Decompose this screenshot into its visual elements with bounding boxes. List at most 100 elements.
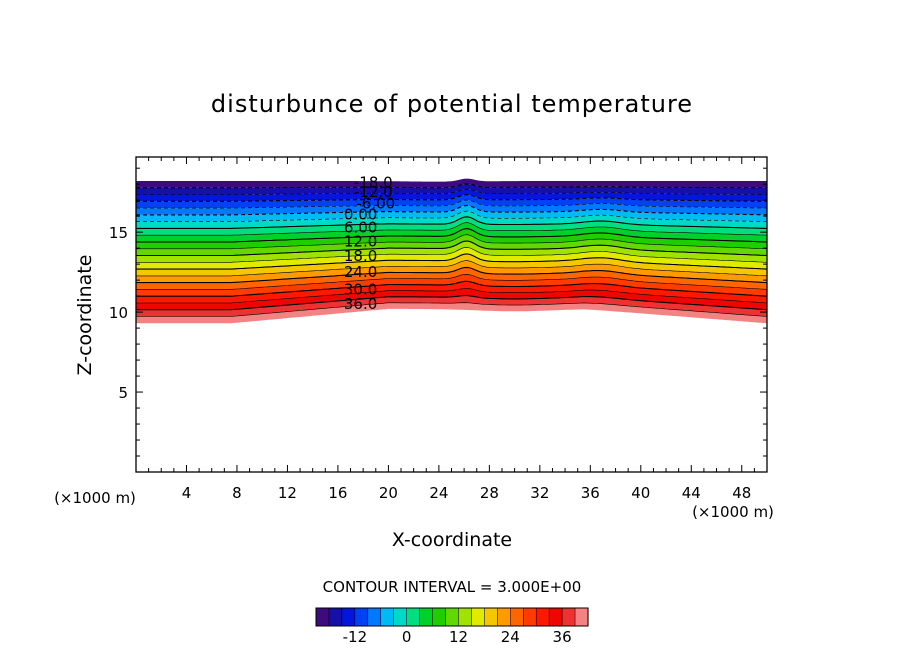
contour-label: 0.00 <box>344 206 377 224</box>
colorbar-swatch <box>393 607 408 627</box>
contour-line <box>136 210 767 222</box>
contour-line <box>136 183 767 189</box>
contour-label: 6.00 <box>344 218 377 236</box>
colorbar-tick-label: 36 <box>553 628 572 646</box>
colorbar-swatch <box>548 607 563 627</box>
contour-label: -18.0 <box>354 174 393 192</box>
contour-line <box>136 288 767 304</box>
contour-line <box>136 295 767 311</box>
x-origin-unit: (×1000 m) <box>54 489 136 507</box>
colorbar-swatch <box>315 607 330 627</box>
contour-line <box>136 188 767 195</box>
contour-band <box>136 253 767 276</box>
contour-band <box>136 274 767 297</box>
y-axis: 5 10 15 <box>109 167 767 457</box>
colorbar-swatch <box>484 607 498 627</box>
contour-label: 36.0 <box>344 295 377 313</box>
contour-line <box>136 234 767 250</box>
contour-labels: -18.0-12.0-6.000.006.0012.018.024.030.03… <box>344 174 395 314</box>
colorbar-swatch <box>328 607 343 627</box>
x-tick-label: 48 <box>732 484 751 502</box>
colorbar-swatch <box>406 607 421 627</box>
contour-band <box>136 183 767 195</box>
x-tick-label: 24 <box>429 484 448 502</box>
colorbar-swatch <box>471 607 485 627</box>
contour-band <box>136 241 767 263</box>
contour-field <box>136 178 767 324</box>
contour-band <box>136 178 767 188</box>
colorbar-tick-label: 0 <box>402 628 412 646</box>
x-tick-label: 20 <box>379 484 398 502</box>
colorbar-tick-label: 12 <box>449 628 468 646</box>
colorbar-swatch <box>341 607 356 627</box>
colorbar-swatch <box>574 607 589 627</box>
contour-band <box>136 194 767 209</box>
contour-line <box>136 199 767 209</box>
colorbar-swatch <box>510 607 524 627</box>
contour-label: 18.0 <box>344 247 377 265</box>
colorbar-frame <box>315 607 589 627</box>
x-tick-label: 40 <box>631 484 650 502</box>
y-tick-label: 10 <box>109 304 128 322</box>
chart-title: disturbunce of potential temperature <box>211 90 693 118</box>
x-axis-title: X-coordinate <box>392 529 512 551</box>
contour-label: 24.0 <box>344 263 377 281</box>
colorbar-swatch <box>458 607 472 627</box>
colorbar-swatch <box>497 607 511 627</box>
x-axis: 4 8 12 16 20 24 28 32 36 40 44 48 <box>148 157 755 502</box>
colorbar-swatch <box>367 607 382 627</box>
contour-band <box>136 211 767 229</box>
contour-line <box>136 302 767 317</box>
contour-line <box>136 204 767 216</box>
contour-label: 12.0 <box>344 233 377 251</box>
x-tick-label: 8 <box>232 484 242 502</box>
colorbar-swatch <box>432 607 447 627</box>
colorbar-tick-label: 24 <box>501 628 520 646</box>
colorbar-swatch <box>354 607 369 627</box>
contour-line <box>136 253 767 270</box>
contour-line <box>136 247 767 263</box>
contour-label: -6.00 <box>356 194 395 212</box>
colorbar-tick-label: -12 <box>343 628 368 646</box>
colorbar-swatch <box>561 607 576 627</box>
x-tick-label: 44 <box>682 484 701 502</box>
contour-interval-label: CONTOUR INTERVAL = 3.000E+00 <box>323 578 582 596</box>
colorbar-swatch <box>380 607 395 627</box>
contour-line <box>136 194 767 202</box>
colorbar-swatch <box>535 607 550 627</box>
colorbar-swatch <box>419 607 434 627</box>
contour-line <box>136 216 767 229</box>
x-tick-label: 28 <box>480 484 499 502</box>
contour-band <box>136 247 767 270</box>
colorbar-swatch <box>445 607 460 627</box>
x-tick-label: 4 <box>182 484 192 502</box>
contour-band <box>136 200 767 215</box>
contour-band <box>136 267 767 290</box>
contour-label: 30.0 <box>344 281 377 299</box>
contour-line <box>136 228 767 243</box>
contour-line <box>136 273 767 290</box>
x-tick-label: 12 <box>278 484 297 502</box>
contour-line <box>136 260 767 277</box>
contour-band <box>136 281 767 303</box>
colorbar: -12 0 12 24 36 <box>315 607 589 646</box>
x-tick-label: 32 <box>530 484 549 502</box>
colorbar-swatch <box>522 607 537 627</box>
y-tick-label: 15 <box>109 224 128 242</box>
y-axis-title: Z-coordinate <box>74 255 96 376</box>
contour-band <box>136 302 767 324</box>
x-axis-unit: (×1000 m) <box>692 503 774 521</box>
contour-band <box>136 295 767 317</box>
contour-band <box>136 189 767 202</box>
contour-line <box>136 240 767 257</box>
x-tick-label: 36 <box>581 484 600 502</box>
contour-line <box>136 222 767 236</box>
contour-line <box>136 280 767 297</box>
contour-label: -12.0 <box>354 183 393 201</box>
contour-band <box>136 205 767 222</box>
x-tick-label: 16 <box>328 484 347 502</box>
y-tick-label: 5 <box>118 384 128 402</box>
contour-band <box>136 234 767 256</box>
contour-line <box>136 266 767 284</box>
